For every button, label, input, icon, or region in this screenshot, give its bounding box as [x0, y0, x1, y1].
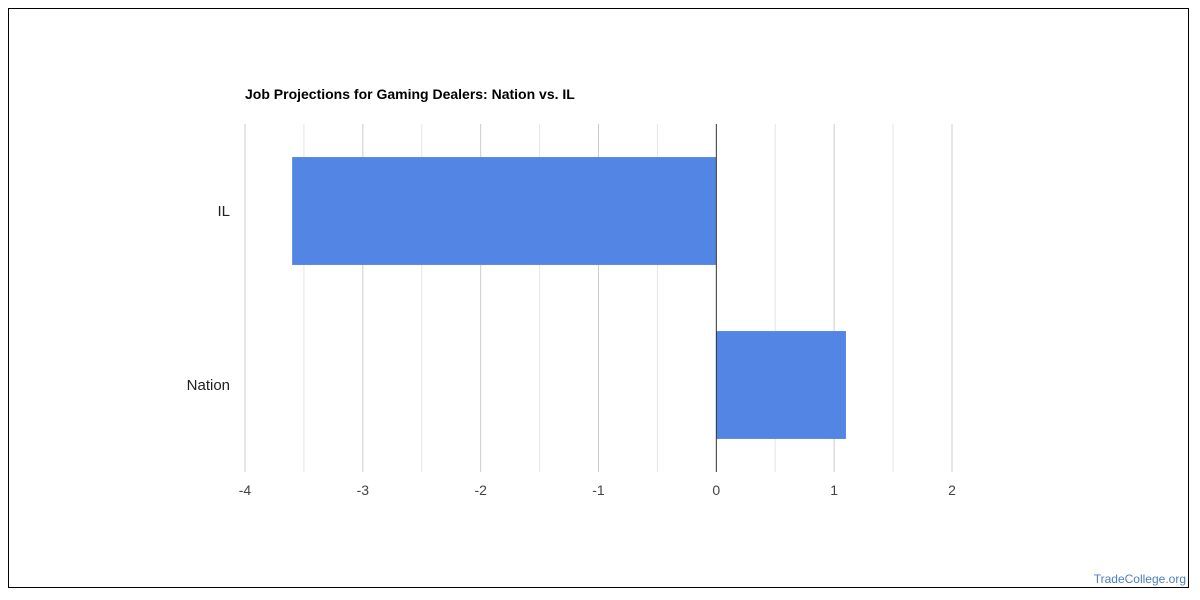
bar-il: [292, 157, 717, 265]
x-tick-label: -1: [592, 482, 605, 498]
x-tick-label: 1: [830, 482, 838, 498]
labels: -4 -3 -2 -1 0 1 2 IL Nation: [187, 203, 956, 498]
x-tick-label: 2: [948, 482, 956, 498]
category-label: IL: [217, 203, 230, 220]
watermark-text[interactable]: TradeCollege.org: [1093, 572, 1186, 586]
bar-nation: [716, 331, 846, 439]
x-tick-label: -2: [474, 482, 487, 498]
bars: [292, 157, 846, 439]
x-tick-label: -3: [357, 482, 370, 498]
category-label: Nation: [187, 377, 230, 394]
x-tick-label: 0: [712, 482, 720, 498]
x-tick-label: -4: [239, 482, 252, 498]
chart-title: Job Projections for Gaming Dealers: Nati…: [245, 86, 575, 102]
